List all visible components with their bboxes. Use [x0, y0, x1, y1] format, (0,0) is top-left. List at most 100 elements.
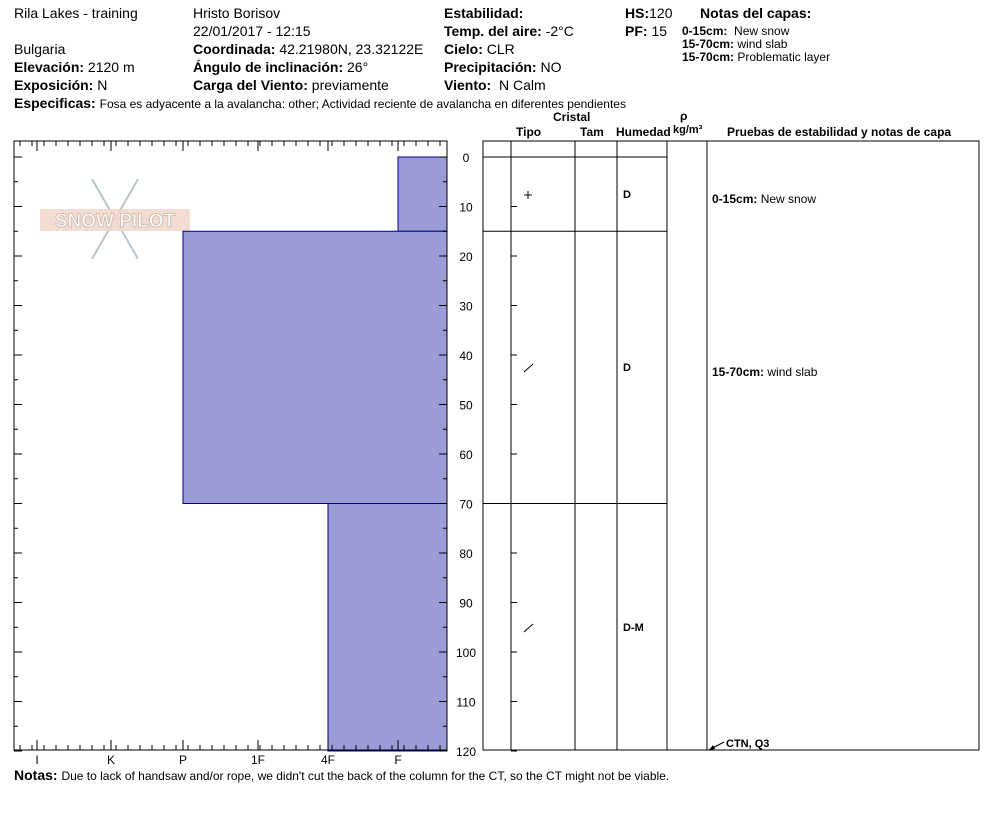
coords-value: 42.21980N, 23.32122E — [279, 41, 424, 57]
moisture-header: Humedad — [616, 125, 671, 139]
precip-label: Precipitación: — [444, 59, 537, 75]
layer-note-text: wind slab — [767, 365, 818, 379]
layer-2-moisture: D — [623, 362, 631, 374]
layer-1-moisture: D — [623, 189, 631, 201]
wind-load-value: previamente — [311, 77, 389, 93]
sky-row: Cielo: CLR — [444, 41, 515, 57]
layer-note-range: 15-70cm: — [682, 37, 735, 51]
crystal-symbol-fragment — [523, 363, 534, 373]
layer-note-range: 0-15cm: — [682, 24, 728, 38]
specifics-row: Especificas: Fosa es adyacente a la aval… — [14, 95, 626, 111]
depth-tick-label: 40 — [459, 349, 473, 363]
depth-tick-label: 90 — [459, 597, 473, 611]
datetime: 22/01/2017 - 12:15 — [193, 23, 311, 39]
crystal-header: Cristal — [553, 110, 591, 124]
layer-note-1: 0-15cm: New snow — [682, 25, 789, 38]
layer-note-range: 15-70cm: — [682, 50, 735, 64]
layer-note-text: Problematic layer — [737, 50, 831, 64]
specifics-value: Fosa es adyacente a la avalancha: other;… — [99, 97, 626, 111]
hardness-bars — [182, 156, 448, 752]
tests-header: Pruebas de estabilidad y notas de capa — [727, 125, 952, 139]
hs-value: 120 — [649, 5, 673, 21]
wind-value: N Calm — [498, 77, 546, 93]
slope-value: 26° — [347, 59, 369, 75]
hardness-label: F — [394, 753, 401, 767]
wind-label: Viento: — [444, 77, 492, 93]
layer-notes-title: Notas del capas: — [700, 5, 812, 21]
pf-row: PF: 15 — [625, 23, 667, 39]
location: Rila Lakes - training — [14, 5, 138, 21]
slope-label: Ángulo de inclinación: — [193, 59, 344, 75]
hs-label: HS: — [625, 5, 650, 21]
layer-note-range: 15-70cm: — [712, 365, 765, 379]
aspect-value: N — [97, 77, 108, 93]
notes-value: Due to lack of handsaw and/or rope, we d… — [61, 769, 670, 783]
depth-tick-label: 10 — [459, 201, 473, 215]
depth-tick-label: 80 — [459, 547, 473, 561]
slope-row: Ángulo de inclinación: 26° — [193, 59, 368, 75]
hardness-label: P — [179, 753, 187, 767]
coords-label: Coordinada: — [193, 41, 276, 57]
depth-tick-label: 60 — [459, 448, 473, 462]
stability-label: Estabilidad: — [444, 5, 524, 21]
depth-tick-label: 50 — [459, 399, 473, 413]
air-temp-label: Temp. del aire: — [444, 23, 542, 39]
hardness-bar — [327, 503, 448, 752]
coords-row: Coordinada: 42.21980N, 23.32122E — [193, 41, 423, 57]
layer-2-note: 15-70cm: wind slab — [712, 366, 817, 379]
notes-label: Notas: — [14, 767, 58, 783]
layer-note-text: New snow — [734, 24, 790, 38]
layer-table — [482, 140, 980, 752]
depth-tick-label: 120 — [456, 745, 476, 759]
snowpilot-logo: SNOW PILOT — [40, 178, 190, 260]
elevation-row: Elevación: 2120 m — [14, 59, 135, 75]
layer-note-3: 15-70cm: Problematic layer — [682, 51, 830, 64]
hardness-bar — [182, 230, 448, 504]
hardness-label: K — [107, 753, 115, 767]
layer-note-text: New snow — [760, 192, 817, 206]
hardness-bar — [397, 156, 448, 232]
hardness-label: 1F — [251, 753, 265, 767]
depth-tick-label: 20 — [459, 250, 473, 264]
logo-band — [40, 209, 190, 231]
sky-label: Cielo: — [444, 41, 483, 57]
air-temp-row: Temp. del aire: -2°C — [444, 23, 574, 39]
aspect-row: Exposición: N — [14, 77, 107, 93]
layer-note-range: 0-15cm: — [712, 192, 758, 206]
depth-tick-label: 0 — [463, 151, 470, 165]
depth-tick-label: 100 — [456, 646, 476, 660]
test-pointer-arrowhead — [709, 745, 715, 750]
aspect-label: Exposición: — [14, 77, 94, 93]
pf-label: PF: — [625, 23, 648, 39]
layer-1-note: 0-15cm: New snow — [712, 193, 816, 206]
wind-row: Viento: N Calm — [444, 77, 546, 93]
notes-row: Notas: Due to lack of handsaw and/or rop… — [14, 767, 669, 783]
layer-note-text: wind slab — [737, 37, 788, 51]
sky-value: CLR — [486, 41, 515, 57]
hardness-label: 4F — [321, 753, 335, 767]
specifics-label: Especificas: — [14, 95, 96, 111]
country: Bulgaria — [14, 41, 66, 57]
layer-note-2: 15-70cm: wind slab — [682, 38, 787, 51]
wind-load-row: Carga del Viento: previamente — [193, 77, 389, 93]
pf-value: 15 — [651, 23, 668, 39]
observer: Hristo Borisov — [193, 5, 281, 21]
type-header: Tipo — [516, 125, 542, 139]
table-border — [482, 140, 980, 751]
depth-tick-label: 110 — [456, 696, 475, 710]
hardness-label: I — [35, 753, 38, 767]
logo-text: SNOW PILOT — [55, 211, 176, 232]
test-result: CTN, Q3 — [726, 738, 770, 750]
air-temp-value: -2°C — [545, 23, 574, 39]
depth-tick-label: 70 — [459, 498, 473, 512]
elevation-label: Elevación: — [14, 59, 85, 75]
depth-tick-label: 30 — [459, 300, 473, 314]
elevation-value: 2120 m — [87, 59, 135, 75]
crystal-symbol-fragment — [523, 623, 534, 633]
wind-load-label: Carga del Viento: — [193, 77, 308, 93]
density-unit-header: kg/m³ — [673, 124, 703, 136]
precip-value: NO — [540, 59, 562, 75]
hs-row: HS:120 — [625, 5, 672, 21]
size-header: Tam — [580, 125, 604, 139]
